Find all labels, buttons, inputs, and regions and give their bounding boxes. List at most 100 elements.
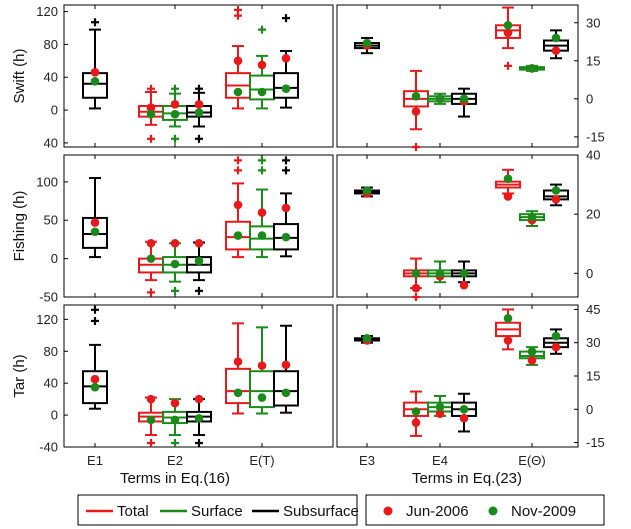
jun2006-point <box>170 238 180 248</box>
nov2009-point <box>90 227 100 237</box>
y-tick-label: 120 <box>36 4 58 19</box>
nov2009-point <box>459 94 469 104</box>
jun2006-point <box>281 203 291 213</box>
y-tick-label: 50 <box>44 213 58 228</box>
box-iqr <box>273 223 299 251</box>
jun2006-point <box>194 394 204 404</box>
box-E(Θ)-subsurface <box>543 29 569 60</box>
box-E4-surface <box>427 394 453 419</box>
jun2006-point <box>90 68 100 77</box>
legend-total-label: Total <box>117 503 149 520</box>
jun2006-point <box>459 280 469 290</box>
jun2006-point <box>503 28 513 38</box>
y-tick-label: -40 <box>39 440 58 455</box>
nov2009-point <box>551 331 561 341</box>
nov2009-point <box>435 269 445 278</box>
box-E(T)-total <box>225 156 251 259</box>
box-iqr <box>273 72 299 99</box>
y-tick-label: 30 <box>586 335 600 350</box>
nov2009-point <box>233 388 243 398</box>
y-tick-label: 0 <box>586 402 593 417</box>
y-tick-label: 100 <box>36 174 58 189</box>
nov2009-point <box>527 212 537 222</box>
nov2009-point <box>411 407 421 416</box>
jun2006-point <box>411 418 421 427</box>
panel-3-left: 120 80 40 0 -40 Tar (h) E1 E2 E(T) <box>11 304 334 468</box>
box-E1-subsurface <box>82 177 108 259</box>
legend-subsurface-label: Subsurface <box>283 503 359 520</box>
y-tick-label: -15 <box>586 435 605 450</box>
box-E1-subsurface <box>82 18 108 110</box>
jun2006-point <box>194 100 204 109</box>
legend-jun2006-marker <box>383 506 393 516</box>
nov2009-point <box>527 347 537 356</box>
x-tick-label: E4 <box>432 453 448 468</box>
jun2006-point <box>503 336 513 345</box>
legend-nov2009-label: Nov-2009 <box>511 503 576 520</box>
box-E2-subsurface <box>186 238 212 295</box>
nov2009-point <box>90 77 100 86</box>
y-tick-label: 15 <box>586 369 600 384</box>
legend-left: Total Surface Subsurface <box>77 494 359 526</box>
left-xlabel: Terms in Eq.(16) <box>120 470 230 487</box>
box-E(T)-total <box>225 322 251 415</box>
nov2009-point <box>435 402 445 412</box>
jun2006-point <box>411 283 421 293</box>
box-E4-subsurface <box>451 260 477 290</box>
row-ylabel: Tar (h) <box>11 354 28 397</box>
nov2009-point <box>233 231 243 240</box>
jun2006-point <box>257 208 267 217</box>
jun2006-point <box>503 192 513 201</box>
nov2009-point <box>257 393 267 402</box>
nov2009-point <box>411 91 421 101</box>
row-ylabel: Swift (h) <box>11 48 28 103</box>
jun2006-point <box>90 218 100 227</box>
nov2009-point <box>435 94 445 104</box>
box-E4-total <box>403 390 429 437</box>
panel-2-right: 40 20 0 <box>336 148 600 301</box>
jun2006-point <box>551 195 561 204</box>
legend-jun2006-label: Jun-2006 <box>406 503 469 520</box>
jun2006-point <box>257 361 267 370</box>
box-E(T)-subsurface <box>273 14 299 109</box>
y-tick-label: -50 <box>39 290 58 305</box>
y-tick-label: 20 <box>586 207 600 222</box>
y-tick-label: 45 <box>586 302 600 317</box>
panels: 120 80 40 0 40 Swift (h) 30 15 0 -15 100 50 0 -50 Fish… <box>11 4 605 468</box>
jun2006-point <box>435 409 445 419</box>
x-tick-label: E(T) <box>249 453 274 468</box>
box-E(Θ)-subsurface <box>543 183 569 207</box>
x-tick-label: E(Θ) <box>518 453 545 468</box>
y-tick-label: 40 <box>44 70 58 85</box>
y-tick-label: 120 <box>36 312 58 327</box>
y-tick-label: 80 <box>44 344 58 359</box>
panel-1-left: 120 80 40 0 40 Swift (h) <box>11 4 334 150</box>
panel-frame <box>336 304 579 448</box>
box-E(T)-subsurface <box>273 324 299 414</box>
box-E(Θ)-total <box>495 168 521 201</box>
y-tick-label: 0 <box>51 103 58 118</box>
nov2009-point <box>194 413 204 423</box>
y-tick-label: -15 <box>586 129 605 144</box>
box-E2-subsurface <box>186 394 212 448</box>
box-E4-total <box>403 257 429 301</box>
legend-right: Jun-2006 Nov-2009 <box>365 494 605 526</box>
jun2006-point <box>170 100 180 109</box>
panel-3-right: 45 30 15 0 -15 E3 E4 E(Θ) <box>336 302 605 468</box>
box-E(T)-surface <box>249 25 275 110</box>
nov2009-point <box>170 259 180 269</box>
nov2009-point <box>459 269 469 278</box>
panel-1-right: 30 15 0 -15 <box>336 4 605 151</box>
x-tick-label: E1 <box>87 453 103 468</box>
nov2009-point <box>281 84 291 94</box>
nov2009-point <box>170 415 180 425</box>
box-E(Θ)-total <box>495 6 521 70</box>
x-tick-label: E2 <box>167 453 183 468</box>
box-E2-total <box>138 394 164 448</box>
jun2006-point <box>551 46 561 55</box>
box-E3-subsurface <box>354 333 380 345</box>
jun2006-point <box>257 60 267 70</box>
box-E2-surface <box>162 238 188 295</box>
jun2006-point <box>281 360 291 370</box>
